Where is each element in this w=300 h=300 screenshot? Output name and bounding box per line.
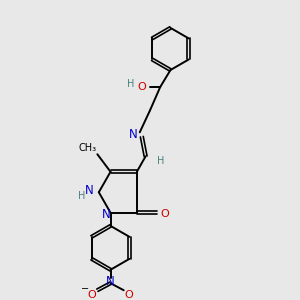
Text: N: N [106, 275, 115, 288]
Text: CH₃: CH₃ [78, 143, 96, 153]
Text: H: H [78, 191, 85, 201]
Text: N: N [129, 128, 137, 141]
Text: N: N [85, 184, 94, 197]
Text: H: H [157, 156, 164, 166]
Text: −: − [81, 284, 89, 294]
Text: N: N [102, 208, 111, 221]
Text: H: H [127, 79, 135, 89]
Text: O: O [124, 290, 133, 300]
Text: O: O [88, 290, 97, 300]
Text: O: O [137, 82, 146, 92]
Text: O: O [161, 208, 170, 219]
